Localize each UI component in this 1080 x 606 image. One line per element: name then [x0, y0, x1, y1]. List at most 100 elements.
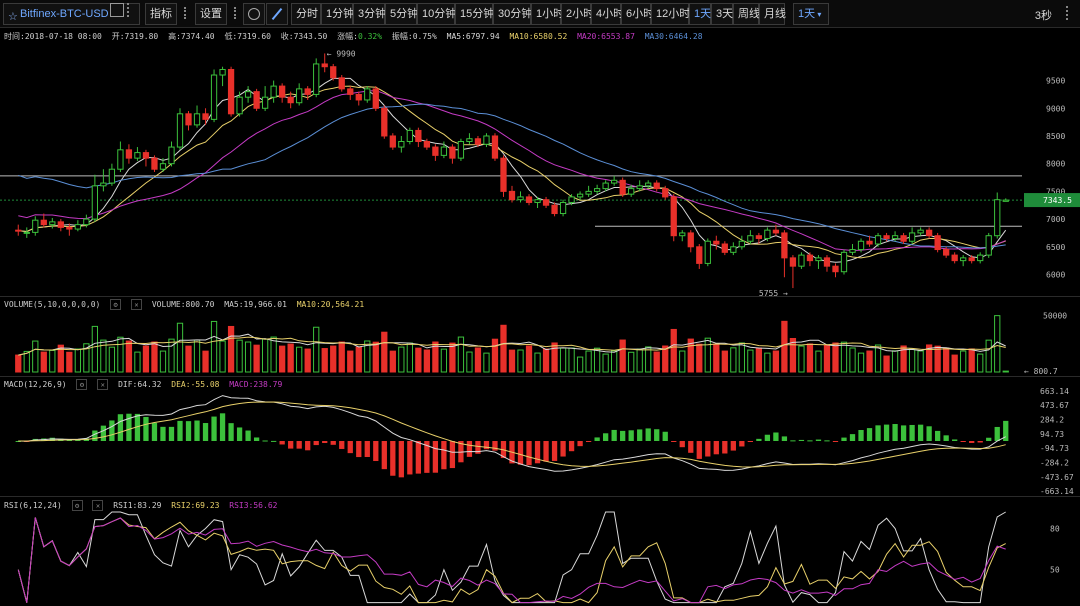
more-dots-icon[interactable] — [127, 3, 137, 17]
macd-histogram-bar — [603, 433, 609, 441]
volume-title: VOLUME(5,10,0,0,0,0) — [4, 300, 101, 309]
interval-button[interactable]: 4小时 — [591, 3, 624, 25]
macd-histogram-bar — [824, 440, 830, 442]
divider — [0, 296, 1080, 297]
macd-histogram-bar — [926, 426, 932, 441]
star-icon[interactable]: ☆ — [8, 11, 18, 23]
settings-gear-icon[interactable]: ⚙ — [110, 299, 122, 310]
ma10-line — [18, 85, 1006, 259]
volume-bar — [168, 338, 175, 373]
refresh-rate[interactable]: 3秒 — [1034, 10, 1052, 22]
interval-button[interactable]: 周线 — [733, 3, 760, 25]
candle-body — [347, 88, 354, 95]
interval-button[interactable]: 月线 — [759, 3, 786, 25]
interval-button[interactable]: 分时 — [291, 3, 321, 25]
more-dots-icon[interactable] — [224, 3, 246, 25]
candle-body — [142, 152, 150, 159]
rsi1-value: RSI1:83.29 — [113, 501, 162, 510]
volume-bar — [568, 347, 575, 373]
interval-button[interactable]: 10分钟 — [417, 3, 456, 25]
close-icon[interactable]: ✕ — [92, 500, 104, 511]
macd-histogram-bar — [236, 427, 243, 441]
interval-button[interactable]: 3分钟 — [353, 3, 386, 25]
more-dots-icon[interactable] — [1066, 6, 1070, 20]
interval-button[interactable]: 12小时 — [651, 3, 690, 25]
macd-histogram-bar — [986, 437, 992, 441]
interval-button[interactable]: 3天 — [711, 3, 733, 25]
macd-histogram-bar — [679, 441, 685, 448]
volume-bar — [704, 337, 711, 373]
volume-bar — [559, 347, 567, 373]
volume-bar — [474, 347, 482, 373]
macd-histogram-bar — [92, 430, 98, 441]
candle-body — [330, 66, 337, 79]
volume-bar — [296, 346, 303, 373]
macd-axis-tick: -663.14 — [1040, 487, 1074, 496]
candle-body — [602, 182, 609, 190]
candle-body — [985, 235, 992, 256]
candle-body — [653, 182, 660, 190]
macd-histogram-bar — [688, 441, 694, 453]
volume-bar — [185, 345, 192, 373]
symbol-selector[interactable]: ☆ Bitfinex-BTC-USD — [3, 3, 140, 25]
volume-bar — [508, 349, 516, 373]
macd-histogram-bar — [134, 413, 141, 441]
settings-gear-icon[interactable]: ⚙ — [71, 500, 83, 511]
volume-bar — [236, 339, 243, 373]
interval-button[interactable]: 2小时 — [561, 3, 594, 25]
macd-histogram-bar — [637, 429, 643, 441]
macd-histogram-bar — [245, 430, 251, 441]
candle-body — [210, 74, 218, 120]
candle-body — [100, 182, 107, 187]
macd-histogram-bar — [645, 428, 651, 441]
rsi-info: RSI(6,12,24) ⚙ ✕ RSI1:83.29 RSI2:69.23 R… — [4, 500, 282, 511]
interval-dropdown[interactable]: 1天 ▾ — [793, 3, 829, 25]
candle-body — [806, 254, 814, 262]
candle-body — [960, 257, 967, 262]
more-dots-icon[interactable] — [174, 3, 196, 25]
interval-button[interactable]: 1天 — [689, 3, 711, 25]
volume-bar — [227, 325, 235, 373]
close-icon[interactable]: ✕ — [97, 379, 109, 390]
candle-body — [466, 138, 473, 143]
close-icon[interactable]: ✕ — [130, 299, 142, 310]
macd-histogram-bar — [739, 441, 745, 447]
interval-button[interactable]: 1分钟 — [321, 3, 354, 25]
macd-histogram-bar — [75, 439, 81, 441]
interval-button[interactable]: 30分钟 — [493, 3, 532, 25]
candle-body — [747, 235, 754, 242]
settings-gear-icon[interactable]: ⚙ — [76, 379, 88, 390]
candle-body — [457, 141, 465, 159]
macd-histogram-bar — [526, 441, 532, 466]
macd-histogram-bar — [858, 429, 864, 441]
fullscreen-icon[interactable] — [110, 3, 124, 17]
interval-button[interactable]: 6小时 — [621, 3, 654, 25]
candle-body — [900, 235, 907, 242]
candle-body — [772, 229, 780, 234]
ma30-value: MA30:6464.28 — [644, 32, 703, 41]
candle-body — [789, 257, 797, 267]
volume-bar — [917, 350, 924, 373]
volume-bar — [142, 345, 150, 373]
sun-icon[interactable] — [243, 3, 265, 25]
macd-histogram-bar — [841, 437, 847, 441]
indicators-button[interactable]: 指标 — [145, 3, 177, 25]
candle-body — [866, 240, 873, 245]
volume-bar — [49, 349, 56, 373]
candle-body — [704, 240, 711, 264]
interval-button[interactable]: 5分钟 — [385, 3, 418, 25]
macd-histogram-bar — [815, 439, 822, 441]
interval-button[interactable]: 15分钟 — [455, 3, 494, 25]
open-value: 开:7319.80 — [111, 32, 159, 41]
volume-bar — [338, 341, 345, 373]
candle-body — [176, 113, 184, 148]
candle-body — [91, 185, 99, 220]
candle-body — [534, 199, 541, 203]
macd-histogram-bar — [773, 432, 779, 441]
interval-button[interactable]: 1小时 — [531, 3, 564, 25]
draw-pencil-icon[interactable] — [266, 3, 288, 25]
settings-button[interactable]: 设置 — [195, 3, 227, 25]
price-axis-tick: 7500 — [1046, 187, 1065, 196]
volume-bar — [628, 351, 635, 373]
